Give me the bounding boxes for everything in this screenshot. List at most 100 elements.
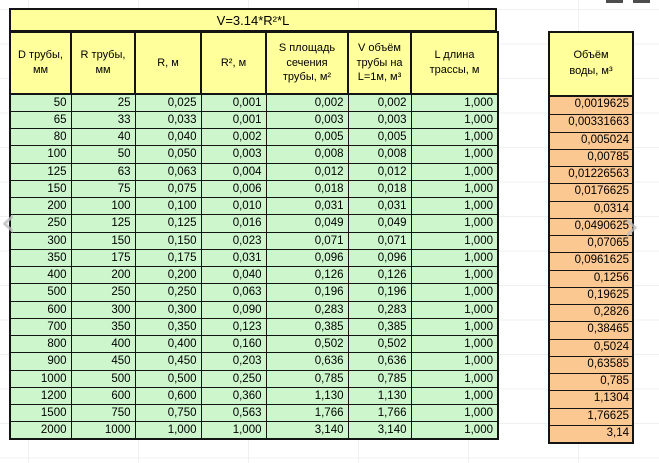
table-cell[interactable]: 0,283 xyxy=(265,300,349,319)
table-cell[interactable]: 1,000 xyxy=(410,248,499,268)
table-cell[interactable]: 0,049 xyxy=(265,214,349,233)
table-cell[interactable]: 100 xyxy=(70,196,136,216)
table-cell[interactable]: 0,350 xyxy=(134,317,202,337)
table-cell[interactable]: 0,001 xyxy=(200,93,267,112)
table-cell[interactable]: 1500 xyxy=(9,403,72,423)
column-header[interactable]: R трубы, мм xyxy=(70,31,136,95)
volume-cell[interactable]: 0,0490625 xyxy=(550,217,632,235)
table-cell[interactable]: 1200 xyxy=(9,386,72,406)
table-cell[interactable]: 0,160 xyxy=(200,334,267,354)
table-cell[interactable]: 0,012 xyxy=(347,162,412,181)
table-cell[interactable]: 400 xyxy=(9,265,72,285)
prev-arrow-icon[interactable]: ‹ xyxy=(0,197,17,246)
table-cell[interactable]: 0,096 xyxy=(265,248,349,268)
table-cell[interactable]: 1,000 xyxy=(410,283,499,302)
table-cell[interactable]: 125 xyxy=(9,162,72,181)
table-cell[interactable]: 1000 xyxy=(70,421,136,440)
table-cell[interactable]: 1,766 xyxy=(265,403,349,423)
table-cell[interactable]: 1,000 xyxy=(410,93,499,112)
volume-cell[interactable]: 0,0176625 xyxy=(550,183,632,200)
table-cell[interactable]: 600 xyxy=(9,300,72,319)
table-cell[interactable]: 0,071 xyxy=(347,231,412,250)
table-cell[interactable]: 700 xyxy=(9,317,72,337)
table-cell[interactable]: 0,125 xyxy=(134,214,202,233)
water-volume-header[interactable]: Объём воды, м³ xyxy=(548,31,634,97)
table-cell[interactable]: 0,008 xyxy=(265,145,349,164)
table-cell[interactable]: 0,500 xyxy=(134,369,202,388)
table-cell[interactable]: 1,000 xyxy=(410,110,499,130)
table-cell[interactable]: 0,005 xyxy=(347,127,412,147)
table-cell[interactable]: 1,000 xyxy=(410,231,499,250)
table-cell[interactable]: 1,000 xyxy=(410,369,499,388)
table-cell[interactable]: 1,766 xyxy=(347,403,412,423)
table-cell[interactable]: 40 xyxy=(70,127,136,147)
table-cell[interactable]: 0,300 xyxy=(134,300,202,319)
table-cell[interactable]: 80 xyxy=(9,127,72,147)
table-cell[interactable]: 1,000 xyxy=(410,127,499,147)
table-cell[interactable]: 0,250 xyxy=(134,283,202,302)
volume-cell[interactable]: 0,0961625 xyxy=(550,252,632,269)
table-cell[interactable]: 25 xyxy=(70,93,136,112)
table-cell[interactable]: 0,063 xyxy=(134,162,202,181)
table-cell[interactable]: 0,063 xyxy=(200,283,267,302)
table-cell[interactable]: 0,006 xyxy=(200,179,267,199)
table-cell[interactable]: 0,012 xyxy=(265,162,349,181)
table-cell[interactable]: 0,502 xyxy=(265,334,349,354)
table-cell[interactable]: 1,130 xyxy=(347,386,412,406)
table-cell[interactable]: 0,750 xyxy=(134,403,202,423)
table-cell[interactable]: 50 xyxy=(70,145,136,164)
table-cell[interactable]: 0,016 xyxy=(200,214,267,233)
table-cell[interactable]: 200 xyxy=(9,196,72,216)
volume-cell[interactable]: 0,38465 xyxy=(550,321,632,338)
table-cell[interactable]: 350 xyxy=(70,317,136,337)
volume-cell[interactable]: 3,14 xyxy=(550,424,632,442)
table-cell[interactable]: 1,000 xyxy=(410,179,499,199)
table-cell[interactable]: 0,004 xyxy=(200,162,267,181)
table-cell[interactable]: 0,003 xyxy=(200,145,267,164)
table-cell[interactable]: 350 xyxy=(9,248,72,268)
table-cell[interactable]: 75 xyxy=(70,179,136,199)
table-cell[interactable]: 0,123 xyxy=(200,317,267,337)
table-cell[interactable]: 150 xyxy=(70,231,136,250)
table-cell[interactable]: 175 xyxy=(70,248,136,268)
table-cell[interactable]: 50 xyxy=(9,93,72,112)
volume-cell[interactable]: 1,76625 xyxy=(550,407,632,425)
table-cell[interactable]: 1,000 xyxy=(410,300,499,319)
table-cell[interactable]: 150 xyxy=(9,179,72,199)
table-cell[interactable]: 0,150 xyxy=(134,231,202,250)
table-cell[interactable]: 0,002 xyxy=(347,93,412,112)
table-cell[interactable]: 0,100 xyxy=(134,196,202,216)
formula-cell[interactable]: V=3.14*R²*L xyxy=(9,8,497,32)
table-cell[interactable]: 0,002 xyxy=(265,93,349,112)
volume-cell[interactable]: 0,0019625 xyxy=(574,98,629,110)
table-cell[interactable]: 0,126 xyxy=(347,265,412,285)
table-cell[interactable]: 33 xyxy=(70,110,136,130)
table-cell[interactable]: 0,049 xyxy=(347,214,412,233)
table-cell[interactable]: 1000 xyxy=(9,369,72,388)
table-cell[interactable]: 0,040 xyxy=(200,265,267,285)
table-cell[interactable]: 400 xyxy=(70,334,136,354)
volume-cell[interactable]: 0,5024 xyxy=(550,338,632,356)
table-cell[interactable]: 1,000 xyxy=(410,162,499,181)
table-cell[interactable]: 0,001 xyxy=(200,110,267,130)
table-cell[interactable]: 800 xyxy=(9,334,72,354)
table-cell[interactable]: 0,785 xyxy=(265,369,349,388)
table-cell[interactable]: 500 xyxy=(70,369,136,388)
volume-cell[interactable]: 0,00785 xyxy=(550,148,632,166)
table-cell[interactable]: 0,031 xyxy=(200,248,267,268)
table-cell[interactable]: 450 xyxy=(70,352,136,371)
table-cell[interactable]: 500 xyxy=(9,283,72,302)
volume-cell[interactable]: 0,00331663 xyxy=(550,114,632,131)
table-cell[interactable]: 750 xyxy=(70,403,136,423)
table-cell[interactable]: 1,000 xyxy=(410,421,499,440)
table-cell[interactable]: 900 xyxy=(9,352,72,371)
table-cell[interactable]: 0,385 xyxy=(265,317,349,337)
table-cell[interactable]: 1,130 xyxy=(265,386,349,406)
table-cell[interactable]: 0,563 xyxy=(200,403,267,423)
table-cell[interactable]: 0,360 xyxy=(200,386,267,406)
table-cell[interactable]: 250 xyxy=(70,283,136,302)
table-cell[interactable]: 0,033 xyxy=(134,110,202,130)
volume-cell[interactable]: 0,63585 xyxy=(550,355,632,373)
table-cell[interactable]: 3,140 xyxy=(347,421,412,440)
volume-cell[interactable]: 0,19625 xyxy=(550,286,632,304)
